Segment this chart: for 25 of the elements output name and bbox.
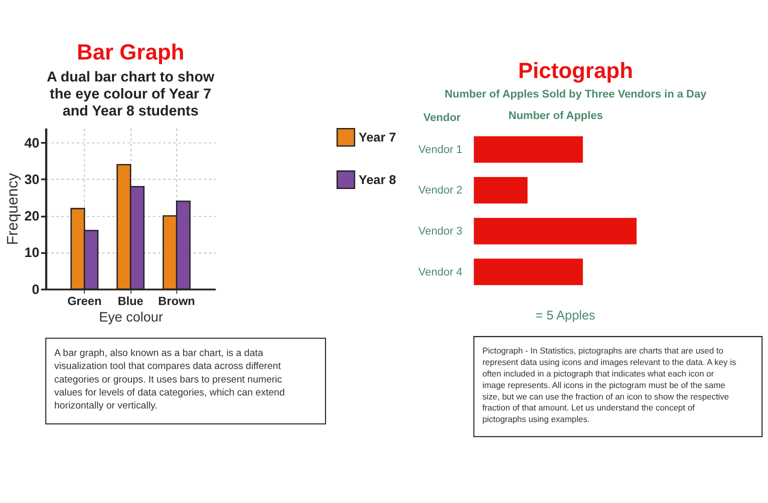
x-tick-label: Green bbox=[67, 294, 102, 308]
y-tick-label: Vendor 3 bbox=[418, 225, 462, 238]
y-tick-label: Vendor 2 bbox=[418, 184, 462, 197]
chart-title: Bar Graph bbox=[76, 39, 184, 64]
y-tick-label: Vendor 1 bbox=[418, 144, 462, 156]
y-tick-label: 10 bbox=[24, 245, 40, 260]
y-tick-label: Vendor 4 bbox=[418, 266, 462, 278]
y-tick-label: 30 bbox=[24, 172, 40, 187]
chart-subtitle: Number of Apples Sold by Three Vendors in a Day bbox=[444, 88, 708, 101]
legend-label: Year 8 bbox=[358, 172, 396, 187]
chart-title: Pictograph bbox=[518, 58, 634, 84]
y-axis-title: Frequency bbox=[4, 172, 22, 246]
text: = 5 Apples bbox=[536, 308, 596, 323]
y-axis-title: Vendor bbox=[423, 112, 462, 124]
y-tick-label: 40 bbox=[24, 135, 40, 150]
x-tick-label: Brown bbox=[158, 294, 196, 308]
x-axis-title: Eye colour bbox=[98, 310, 164, 325]
x-axis-title: Number of Apples bbox=[508, 110, 603, 122]
chart-subtitle: A dual bar chart to show the eye colour of Year 7 and Year 8 students bbox=[46, 69, 216, 120]
x-tick-label: Blue bbox=[118, 294, 144, 308]
text: A bar graph, also known as a bar chart, is a data visualization tool that compares data across different categories or groups. It uses bars to present numeric values for levels of data categories, which can extend horizontally or vertically. bbox=[54, 348, 285, 412]
y-tick-label: 20 bbox=[24, 208, 40, 224]
text: Pictograph - In Statistics, pictographs are charts that are used to represent data using icons and images relevant to the data. A key is often included in a pictograph that indicates what each icon or image represents. All icons in the pictogram must be of the same size, but we can use the fraction of an icon to show the respective fraction of that amount. Let us understand the concept of pictographs using examples. bbox=[482, 346, 736, 424]
legend-label: Year 7 bbox=[358, 130, 396, 145]
y-tick-label: 0 bbox=[32, 282, 40, 297]
